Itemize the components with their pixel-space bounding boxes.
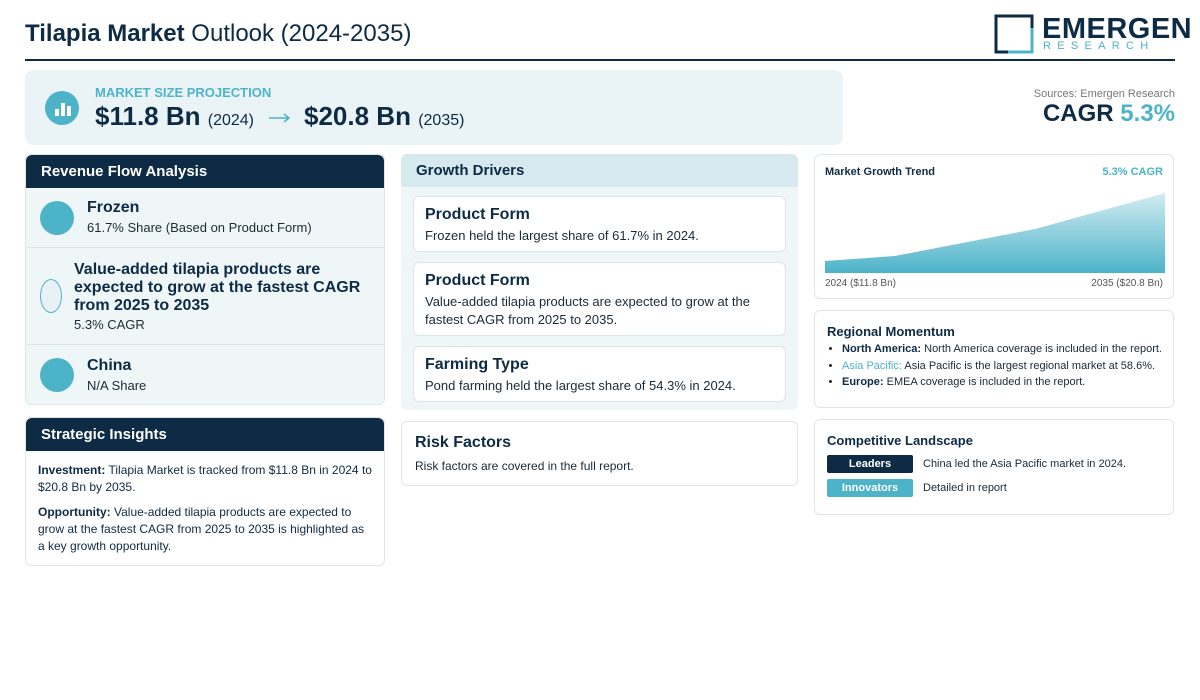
region-name: Asia Pacific:	[842, 359, 902, 372]
item-detail: 61.7% Share (Based on Product Form)	[87, 220, 312, 235]
flow-item: Value-added tilapia products are expecte…	[26, 248, 384, 345]
logo-sub: RESEARCH	[1043, 40, 1155, 52]
panel-title: Risk Factors	[415, 434, 512, 451]
panel-title: Growth Drivers	[401, 154, 798, 187]
growth-drivers: Growth Drivers Product Form Frozen held t…	[401, 154, 798, 410]
start-year: (2024)	[207, 112, 254, 129]
flow-item: China N/A Share	[26, 345, 384, 405]
region-text: EMEA coverage is included in the report.	[886, 376, 1086, 388]
item-title: Value-added tilapia products are expecte…	[74, 261, 361, 314]
end-value: $20.8 Bn	[304, 101, 411, 131]
sources: Sources: Emergen Research	[1033, 88, 1175, 100]
page-title: Tilapia Market Outlook (2024-2035)	[25, 20, 411, 48]
regional-momentum: Regional Momentum North America: North A…	[814, 310, 1174, 408]
tag: Innovators	[827, 479, 913, 497]
projection-box: MARKET SIZE PROJECTION $11.8 Bn (2024) $2…	[25, 70, 843, 145]
region-text: Asia Pacific is the largest regional mar…	[904, 359, 1156, 372]
region-item: North America: North America coverage is…	[842, 341, 1162, 358]
end-year: (2035)	[418, 112, 465, 129]
growth-trend: Market Growth Trend 5.3% CAGR 2024 ($11.…	[814, 154, 1174, 299]
region-name: Europe:	[842, 376, 884, 388]
trend-badge: 5.3% CAGR	[1102, 166, 1163, 178]
driver-card: Farming Type Pond farming held the larges…	[413, 346, 786, 402]
region-text: North America coverage is included in th…	[924, 343, 1162, 355]
cagr-label: CAGR	[1042, 100, 1114, 127]
insight: Investment: Tilapia Market is tracked fr…	[38, 462, 372, 496]
driver-text: Pond farming held the largest share of 5…	[425, 378, 736, 393]
icon	[40, 201, 74, 235]
projection-values: $11.8 Bn (2024) $20.8 Bn (2035)	[95, 101, 464, 132]
logo-name: EMERGEN	[1042, 13, 1193, 45]
driver-title: Farming Type	[425, 356, 529, 373]
cagr-value: 5.3%	[1120, 100, 1175, 127]
strategic-insights: Strategic Insights Investment: Tilapia M…	[25, 417, 385, 566]
region-name: North America:	[842, 343, 922, 355]
risk-text: Risk factors are covered in the full rep…	[415, 459, 634, 473]
icon	[40, 358, 74, 392]
cagr: CAGR 5.3%	[1043, 100, 1175, 128]
driver-title: Product Form	[425, 206, 530, 223]
insight-label: Investment:	[38, 463, 106, 477]
trend-start: 2024 ($11.8 Bn)	[825, 278, 896, 289]
driver-card: Product Form Value-added tilapia products…	[413, 262, 786, 336]
flow-item: Frozen 61.7% Share (Based on Product For…	[26, 188, 384, 248]
trend-end: 2035 ($20.8 Bn)	[1091, 278, 1163, 289]
item-detail: N/A Share	[87, 378, 147, 393]
tag-text: Detailed in report	[923, 482, 1007, 494]
title-bold: Tilapia Market	[25, 20, 185, 47]
item-title: China	[87, 357, 132, 374]
item-title: Frozen	[87, 199, 140, 216]
panel-title: Regional Momentum	[827, 324, 955, 339]
region-item: Asia Pacific: Asia Pacific is the larges…	[842, 358, 1162, 375]
projection-label: MARKET SIZE PROJECTION	[95, 85, 272, 100]
tag-text: China led the Asia Pacific market in 202…	[923, 458, 1127, 470]
panel-title: Competitive Landscape	[827, 433, 973, 448]
driver-card: Product Form Frozen held the largest shar…	[413, 196, 786, 252]
driver-text: Value-added tilapia products are expecte…	[425, 294, 750, 327]
item-detail: 5.3% CAGR	[74, 317, 145, 332]
risk-factors: Risk Factors Risk factors are covered in…	[401, 421, 798, 486]
insight-label: Opportunity:	[38, 505, 111, 519]
revenue-flow: Revenue Flow Analysis Frozen 61.7% Share…	[25, 154, 385, 405]
competitive-landscape: Competitive Landscape Leaders China led …	[814, 419, 1174, 515]
title-rest: Outlook (2024-2035)	[191, 20, 412, 47]
start-value: $11.8 Bn	[95, 101, 201, 131]
panel-title: Revenue Flow Analysis	[26, 155, 384, 188]
projection-icon	[45, 91, 79, 125]
insight-text: Tilapia Market is tracked from $11.8 Bn …	[38, 463, 372, 494]
region-item: Europe: EMEA coverage is included in the…	[842, 374, 1162, 391]
insight-text: Value-added tilapia products are expecte…	[38, 505, 365, 553]
driver-text: Frozen held the largest share of 61.7% i…	[425, 228, 699, 243]
region-list: North America: North America coverage is…	[815, 341, 1162, 391]
tag: Leaders	[827, 455, 913, 473]
insight: Opportunity: Value-added tilapia product…	[38, 504, 372, 555]
panel-title: Market Growth Trend	[825, 166, 936, 178]
logo-icon	[994, 14, 1034, 54]
driver-title: Product Form	[425, 272, 530, 289]
panel-title: Strategic Insights	[26, 418, 384, 451]
arrow	[269, 113, 291, 123]
header-rule	[25, 59, 1175, 61]
trend-area	[825, 193, 1165, 273]
icon	[40, 279, 62, 313]
